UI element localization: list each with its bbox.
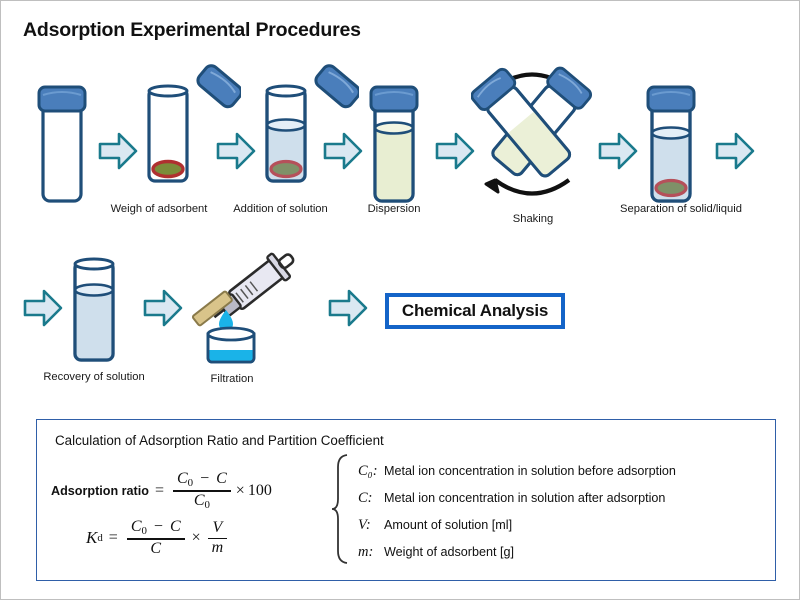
- formula2-den-c: C: [150, 539, 162, 557]
- formula2-lhs-sub: d: [97, 532, 103, 545]
- arrow-right-icon: [323, 132, 363, 170]
- vial-recovery: [73, 257, 115, 362]
- legend-item: m: Weight of adsorbent [g]: [358, 544, 514, 561]
- arrow-right-icon: [598, 132, 638, 170]
- step-label-separation: Separation of solid/liquid: [620, 203, 742, 215]
- formula1-num-c: C: [216, 470, 227, 487]
- formula2-frac2-num: V: [212, 518, 223, 536]
- arrow-right-icon: [98, 132, 138, 170]
- step-label-filtration: Filtration: [210, 373, 254, 385]
- vial-with-adsorbent: [147, 64, 241, 183]
- formula1-lhs: Adsorption ratio: [51, 484, 149, 499]
- legend-text: Weight of adsorbent [g]: [384, 545, 514, 559]
- formula2-num-c: C: [169, 518, 181, 535]
- step-label-dispersion: Dispersion: [367, 203, 421, 215]
- shaking-vials: [471, 66, 593, 196]
- step-label-recovery: Recovery of solution: [43, 371, 145, 383]
- page-title: Adsorption Experimental Procedures: [23, 19, 361, 41]
- arrow-right-icon: [715, 132, 755, 170]
- formula1-factor: 100: [247, 482, 272, 500]
- legend-item: C₀: Metal ion concentration in solution …: [358, 463, 676, 480]
- formula2-num-c0: C: [130, 518, 142, 535]
- legend-text: Metal ion concentration in solution befo…: [384, 464, 676, 478]
- formula1-fraction: C0 − C C0: [172, 470, 231, 511]
- chemical-analysis-label: Chemical Analysis: [401, 301, 549, 320]
- formula1-num-sub: 0: [187, 477, 194, 490]
- legend-item: V: Amount of solution [ml]: [358, 517, 512, 534]
- legend-text: Metal ion concentration in solution afte…: [384, 491, 666, 505]
- vial-with-solution: [265, 64, 359, 183]
- legend-symbol: C₀:: [358, 463, 378, 479]
- formula-adsorption-ratio: Adsorption ratio = C0 − C C0 × 100: [51, 470, 272, 511]
- calculation-box: Calculation of Adsorption Ratio and Part…: [36, 419, 776, 581]
- arrow-right-icon: [216, 132, 256, 170]
- formula1-minus: −: [200, 470, 210, 487]
- arrow-right-icon: [23, 289, 63, 327]
- formula2-times: ×: [191, 529, 201, 547]
- arrow-right-icon: [435, 132, 475, 170]
- legend-brace-icon: [331, 454, 348, 564]
- calculation-title: Calculation of Adsorption Ratio and Part…: [55, 433, 384, 448]
- formula2-lhs-k: K: [86, 528, 98, 548]
- arrow-right-icon: [143, 289, 183, 327]
- formula2-num-sub: 0: [141, 525, 147, 538]
- formula2-fraction-2: V m: [207, 518, 228, 557]
- step-label-weigh-adsorbent: Weigh of adsorbent: [110, 203, 208, 215]
- vial-separation: [646, 85, 696, 203]
- legend-symbol: C:: [358, 490, 373, 506]
- formula2-minus: −: [153, 518, 163, 535]
- legend-item: C: Metal ion concentration in solution a…: [358, 490, 665, 507]
- formula2-fraction-1: C0 − C C: [126, 518, 185, 558]
- formula1-num-c0: C: [176, 470, 188, 487]
- arrow-right-icon: [328, 289, 368, 327]
- vial-dispersion: [369, 85, 419, 203]
- legend-text: Amount of solution [ml]: [384, 518, 513, 532]
- chemical-analysis-inner-border: Chemical Analysis: [388, 296, 562, 326]
- step-label-addition-solution: Addition of solution: [233, 203, 328, 215]
- formula2-equals: =: [108, 529, 118, 547]
- step-label-shaking: Shaking: [512, 213, 554, 225]
- legend-symbol: V:: [358, 517, 371, 533]
- formula1-den-c0: C: [193, 491, 205, 509]
- legend-symbol: m:: [358, 544, 374, 560]
- formula1-den-sub: 0: [204, 498, 210, 511]
- filtration-apparatus: [191, 252, 295, 364]
- formula1-times: ×: [235, 482, 245, 500]
- chemical-analysis-box[interactable]: Chemical Analysis: [385, 293, 565, 329]
- vial-empty: [37, 85, 87, 203]
- formula2-frac2-den: m: [211, 539, 224, 556]
- formula1-equals: =: [154, 482, 164, 500]
